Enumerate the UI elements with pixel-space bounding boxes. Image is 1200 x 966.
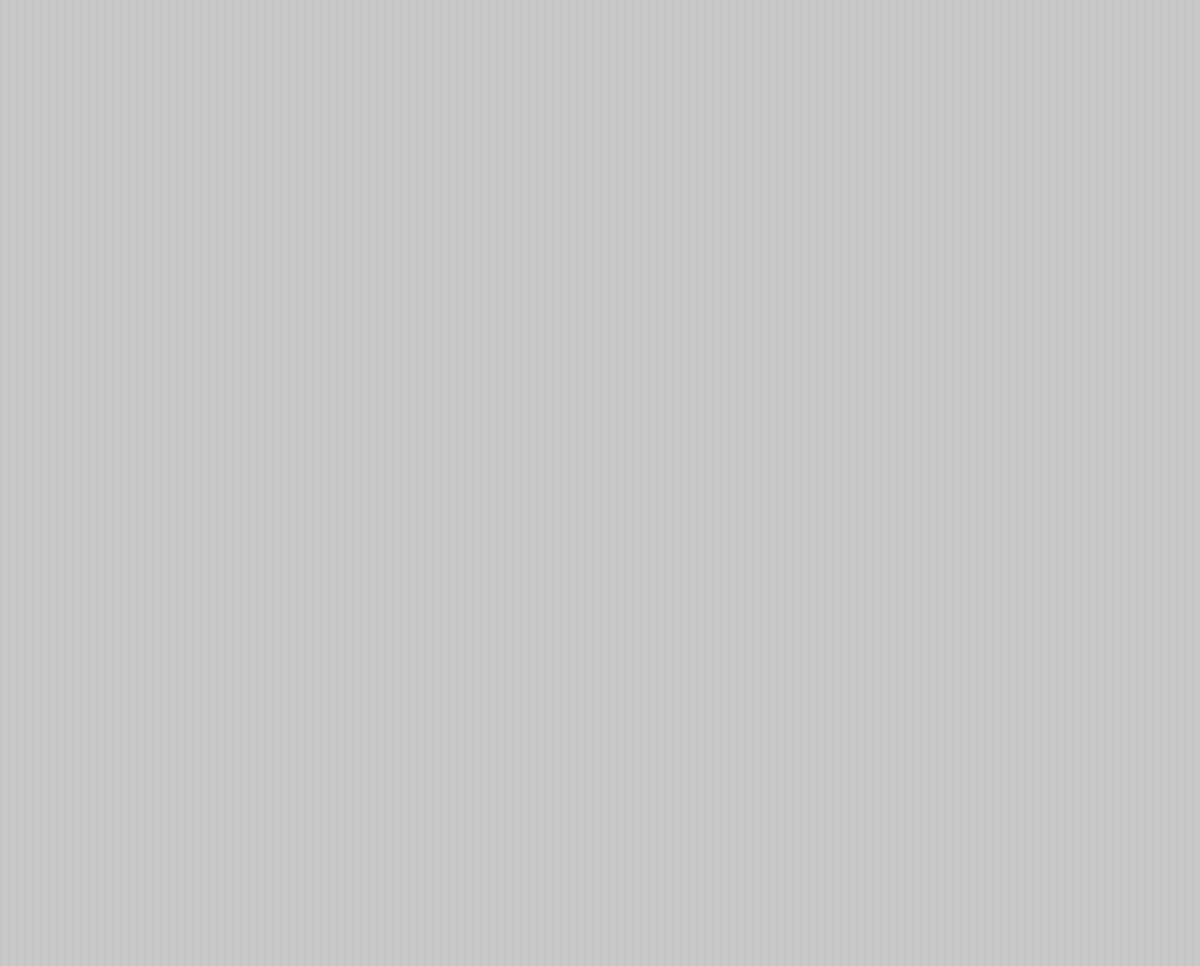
Text: (25x^3)/12 -1/(12x): (25x^3)/12 -1/(12x) [258, 768, 716, 810]
FancyBboxPatch shape [226, 420, 1058, 516]
Text: $\mathbf{\alpha(x)}$ =: $\mathbf{\alpha(x)}$ = [36, 246, 196, 293]
FancyBboxPatch shape [226, 206, 1058, 301]
Text: $\mathbf{y(x)}$ =: $\mathbf{y(x)}$ = [36, 758, 193, 808]
FancyBboxPatch shape [226, 720, 1058, 815]
Text: (a) Identify the integrating factor, $\mathbf{\alpha(x)}$.: (a) Identify the integrating factor, $\m… [36, 150, 1086, 199]
Text: Solve $\mathbf{3xy'} - \mathbf{9y} = \mathbf{x^{-1}}$,: Solve $\mathbf{3xy'} - \mathbf{9y} = \ma… [36, 43, 575, 101]
Text: 1/x^3: 1/x^3 [258, 254, 394, 296]
Text: (b) Find the general solution.: (b) Find the general solution. [36, 365, 821, 411]
Text: (c) Solve the initial value problem $\mathbf{y(1) = 2.}$: (c) Solve the initial value problem $\ma… [36, 662, 1171, 711]
Text: $\mathbf{y(x)}$ =: $\mathbf{y(x)}$ = [36, 459, 193, 508]
Text: $\mathbf{y(1) = 2.}$: $\mathbf{y(1) = 2.}$ [756, 43, 968, 93]
Text: -1/(12x)+C: -1/(12x)+C [258, 469, 508, 510]
Text: Note: Use $C$ for the arbitrary constant.: Note: Use $C$ for the arbitrary constant… [36, 565, 938, 611]
